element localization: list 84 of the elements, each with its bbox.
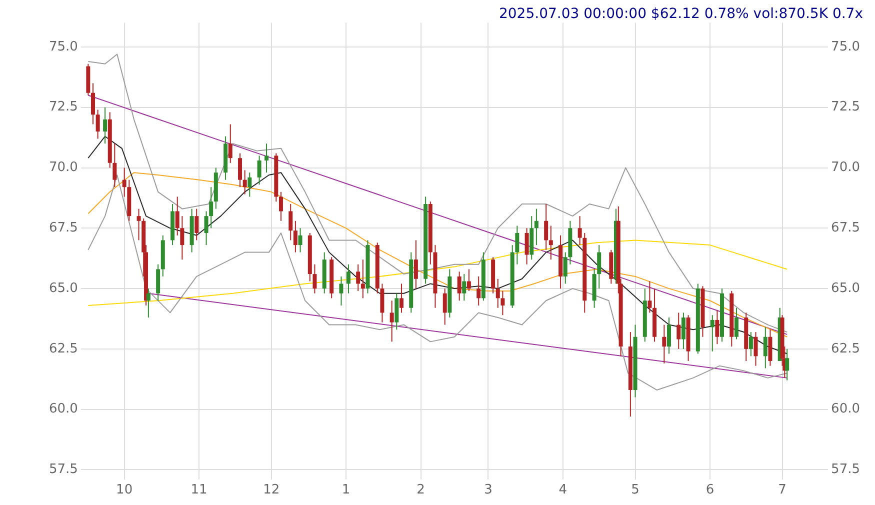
y2-tick-label: 62.5 <box>831 341 860 356</box>
candlestick <box>466 268 471 292</box>
x-tick-label: 4 <box>558 482 568 498</box>
candlestick <box>293 220 298 253</box>
candlestick <box>754 332 758 366</box>
candlestick <box>194 208 199 241</box>
candlestick <box>578 216 582 246</box>
candlestick <box>103 106 108 144</box>
candlestick <box>96 109 100 140</box>
x-tick-label: 3 <box>484 482 492 498</box>
candlestick <box>242 170 247 195</box>
candlestick <box>90 82 95 125</box>
x-tick-label: 10 <box>116 482 133 498</box>
candlestick <box>312 264 317 294</box>
candlestick <box>544 203 548 250</box>
candlestick <box>666 317 671 354</box>
candlestick <box>146 288 150 318</box>
candlestick <box>734 307 738 340</box>
candlestick <box>710 314 714 352</box>
candlestick <box>339 276 344 306</box>
candlestick <box>715 310 720 345</box>
candlestick <box>748 332 753 357</box>
y-tick-label: 70.0 <box>48 160 78 176</box>
x-tick-label: 5 <box>631 482 640 498</box>
y-tick-label: 75.0 <box>48 39 78 54</box>
y-tick-label: 67.5 <box>48 220 78 236</box>
candlestick <box>228 124 232 164</box>
candlestick <box>676 312 681 350</box>
y2-tick-label: 70.0 <box>831 160 860 176</box>
x-tick-label: 6 <box>706 482 714 498</box>
candlestick <box>763 326 768 369</box>
candlestick <box>399 283 404 314</box>
candlestick <box>648 280 652 314</box>
candlestick <box>534 208 538 246</box>
y-tick-label: 60.0 <box>48 402 78 417</box>
candlestick <box>597 244 602 290</box>
y2-tick-label: 67.5 <box>831 220 860 236</box>
candlestick <box>496 278 500 308</box>
y2-tick-label: 75.0 <box>831 39 860 54</box>
candlestick <box>414 240 418 290</box>
y2-tick-label: 65.0 <box>831 280 860 296</box>
candlestick <box>278 191 283 222</box>
x-tick-label: 7 <box>778 482 786 498</box>
candlestick <box>785 348 790 381</box>
candlestick <box>457 271 462 302</box>
y-tick-label: 57.5 <box>48 462 78 478</box>
candlestick <box>238 152 242 188</box>
candlestick <box>524 228 529 265</box>
candlestick <box>204 210 208 246</box>
candlestick <box>257 155 262 186</box>
y2-tick-label: 72.5 <box>831 100 860 115</box>
x-tick-label: 1 <box>342 482 350 498</box>
candlestick <box>476 276 481 306</box>
candlestick <box>136 208 141 241</box>
candlestick <box>662 324 666 364</box>
candlestick <box>442 288 447 326</box>
candlestick <box>548 225 553 260</box>
candlestick <box>264 143 269 174</box>
candlestick <box>356 264 360 292</box>
x-tick-label: 2 <box>416 482 425 498</box>
y-tick-label: 65.0 <box>48 280 78 296</box>
candlestick <box>681 312 686 350</box>
x-tick-label: 11 <box>190 482 208 498</box>
candlestick <box>288 203 293 241</box>
chart-title: 2025.07.03 00:00:00 $62.12 0.78% vol:870.5K 0.7x <box>498 6 863 22</box>
candlestick <box>346 264 350 294</box>
candlestick <box>500 290 505 316</box>
candlestick <box>248 172 252 198</box>
y-tick-label: 62.5 <box>48 341 78 356</box>
y2-tick-label: 60.0 <box>831 402 860 417</box>
candlestick <box>209 186 214 229</box>
candlestick <box>515 225 520 265</box>
candlestick <box>175 196 180 236</box>
candlestick <box>122 167 126 198</box>
y2-tick-label: 57.5 <box>831 462 860 478</box>
x-tick-label: 12 <box>263 482 280 498</box>
candlestick <box>390 300 394 342</box>
candlestick <box>360 259 365 299</box>
candlestick <box>298 228 302 253</box>
candlestick <box>180 216 184 260</box>
candlestick <box>112 143 117 188</box>
y-tick-label: 72.5 <box>48 100 78 115</box>
candlestick <box>563 252 568 284</box>
candlestick <box>462 274 466 302</box>
